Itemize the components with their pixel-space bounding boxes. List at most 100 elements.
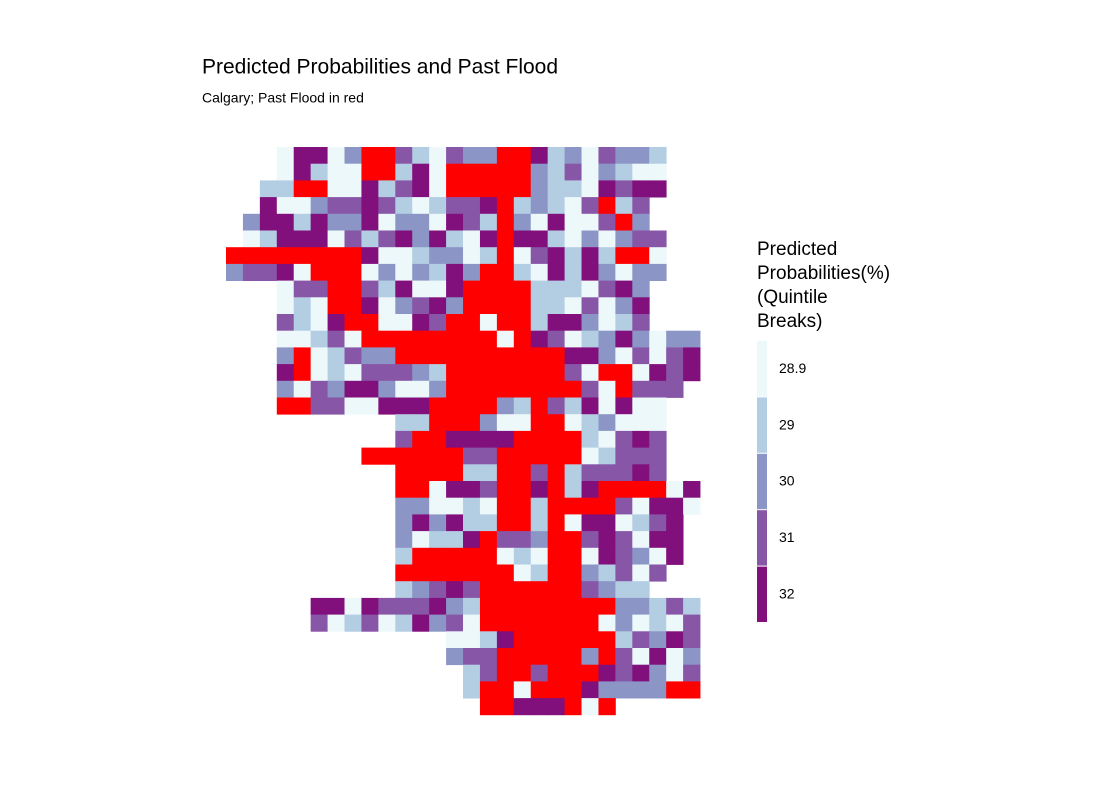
- probability-cell: [463, 447, 481, 465]
- flood-cell: [547, 347, 565, 365]
- flood-cell: [564, 547, 582, 565]
- probability-cell: [446, 497, 464, 515]
- probability-cell: [446, 531, 464, 549]
- flood-cell: [513, 447, 532, 465]
- probability-cell: [530, 664, 549, 682]
- probability-cell: [615, 330, 633, 348]
- probability-cell: [412, 364, 430, 382]
- probability-cell: [242, 263, 261, 281]
- flood-cell: [293, 347, 312, 365]
- probability-cell: [412, 197, 430, 215]
- probability-cell: [479, 648, 498, 666]
- probability-cell: [564, 280, 582, 298]
- probability-cell: [412, 531, 430, 549]
- probability-cell: [649, 514, 667, 532]
- flood-cell: [327, 280, 345, 298]
- probability-cell: [581, 564, 599, 582]
- probability-cell: [530, 197, 549, 215]
- flood-cell: [479, 531, 498, 549]
- probability-cell: [395, 314, 413, 332]
- probability-cell: [479, 447, 498, 465]
- flood-cell: [598, 481, 616, 499]
- probability-cell: [446, 581, 464, 599]
- probability-cell: [378, 297, 396, 315]
- probability-cell: [463, 430, 481, 448]
- probability-cell: [327, 213, 345, 231]
- flood-cell: [395, 330, 413, 348]
- probability-cell: [632, 297, 650, 315]
- probability-cell: [293, 297, 312, 315]
- probability-cell: [310, 230, 328, 248]
- probability-cell: [530, 514, 549, 532]
- flood-cell: [479, 297, 498, 315]
- probability-cell: [378, 263, 396, 281]
- probability-cell: [632, 681, 650, 699]
- probability-cell: [564, 314, 582, 332]
- legend-swatch: [757, 510, 767, 566]
- probability-cell: [564, 197, 582, 215]
- flood-cell: [429, 397, 447, 415]
- probability-cell: [310, 297, 328, 315]
- flood-cell: [429, 447, 447, 465]
- probability-cell: [649, 330, 667, 348]
- probability-cell: [649, 163, 667, 181]
- flood-cell: [327, 297, 345, 315]
- probability-cell: [446, 280, 464, 298]
- probability-cell: [649, 247, 667, 265]
- flood-cell: [581, 664, 599, 682]
- flood-cell: [632, 481, 650, 499]
- probability-cell: [530, 497, 549, 515]
- probability-cell: [581, 247, 599, 265]
- probability-cell: [378, 247, 396, 265]
- probability-cell: [530, 263, 549, 281]
- probability-cell: [632, 430, 650, 448]
- probability-cell: [615, 681, 633, 699]
- flood-cell: [547, 447, 565, 465]
- probability-cell: [327, 330, 345, 348]
- probability-cell: [378, 614, 396, 632]
- flood-cell: [496, 564, 515, 582]
- flood-cell: [513, 514, 532, 532]
- flood-cell: [310, 180, 328, 198]
- probability-cell: [683, 330, 701, 348]
- probability-cell: [395, 531, 413, 549]
- probability-cell: [293, 263, 312, 281]
- probability-cell: [564, 263, 582, 281]
- probability-cell: [615, 197, 633, 215]
- flood-cell: [479, 347, 498, 365]
- flood-cell: [513, 330, 532, 348]
- probability-cell: [412, 581, 430, 599]
- probability-cell: [378, 380, 396, 398]
- probability-cell: [395, 180, 413, 198]
- legend-label: 29: [779, 416, 795, 432]
- probability-cell: [547, 230, 565, 248]
- probability-cell: [395, 581, 413, 599]
- probability-cell: [649, 364, 667, 382]
- flood-cell: [412, 347, 430, 365]
- probability-cell: [683, 347, 701, 365]
- flood-cell: [479, 380, 498, 398]
- probability-cell: [259, 230, 278, 248]
- probability-cell: [666, 497, 684, 515]
- probability-cell: [276, 364, 295, 382]
- probability-cell: [327, 147, 345, 165]
- probability-cell: [581, 430, 599, 448]
- probability-cell: [361, 230, 379, 248]
- probability-cell: [395, 597, 413, 615]
- legend-label: 31: [779, 529, 795, 545]
- probability-cell: [615, 531, 633, 549]
- flood-cell: [412, 330, 430, 348]
- flood-cell: [530, 397, 549, 415]
- flood-cell: [530, 347, 549, 365]
- probability-cell: [412, 497, 430, 515]
- probability-cell: [446, 614, 464, 632]
- probability-cell: [615, 648, 633, 666]
- flood-cell: [581, 497, 599, 515]
- flood-cell: [412, 564, 430, 582]
- probability-cell: [429, 581, 447, 599]
- flood-cell: [361, 447, 379, 465]
- probability-cell: [310, 397, 328, 415]
- flood-cell: [479, 180, 498, 198]
- probability-cell: [547, 330, 565, 348]
- probability-cell: [446, 247, 464, 265]
